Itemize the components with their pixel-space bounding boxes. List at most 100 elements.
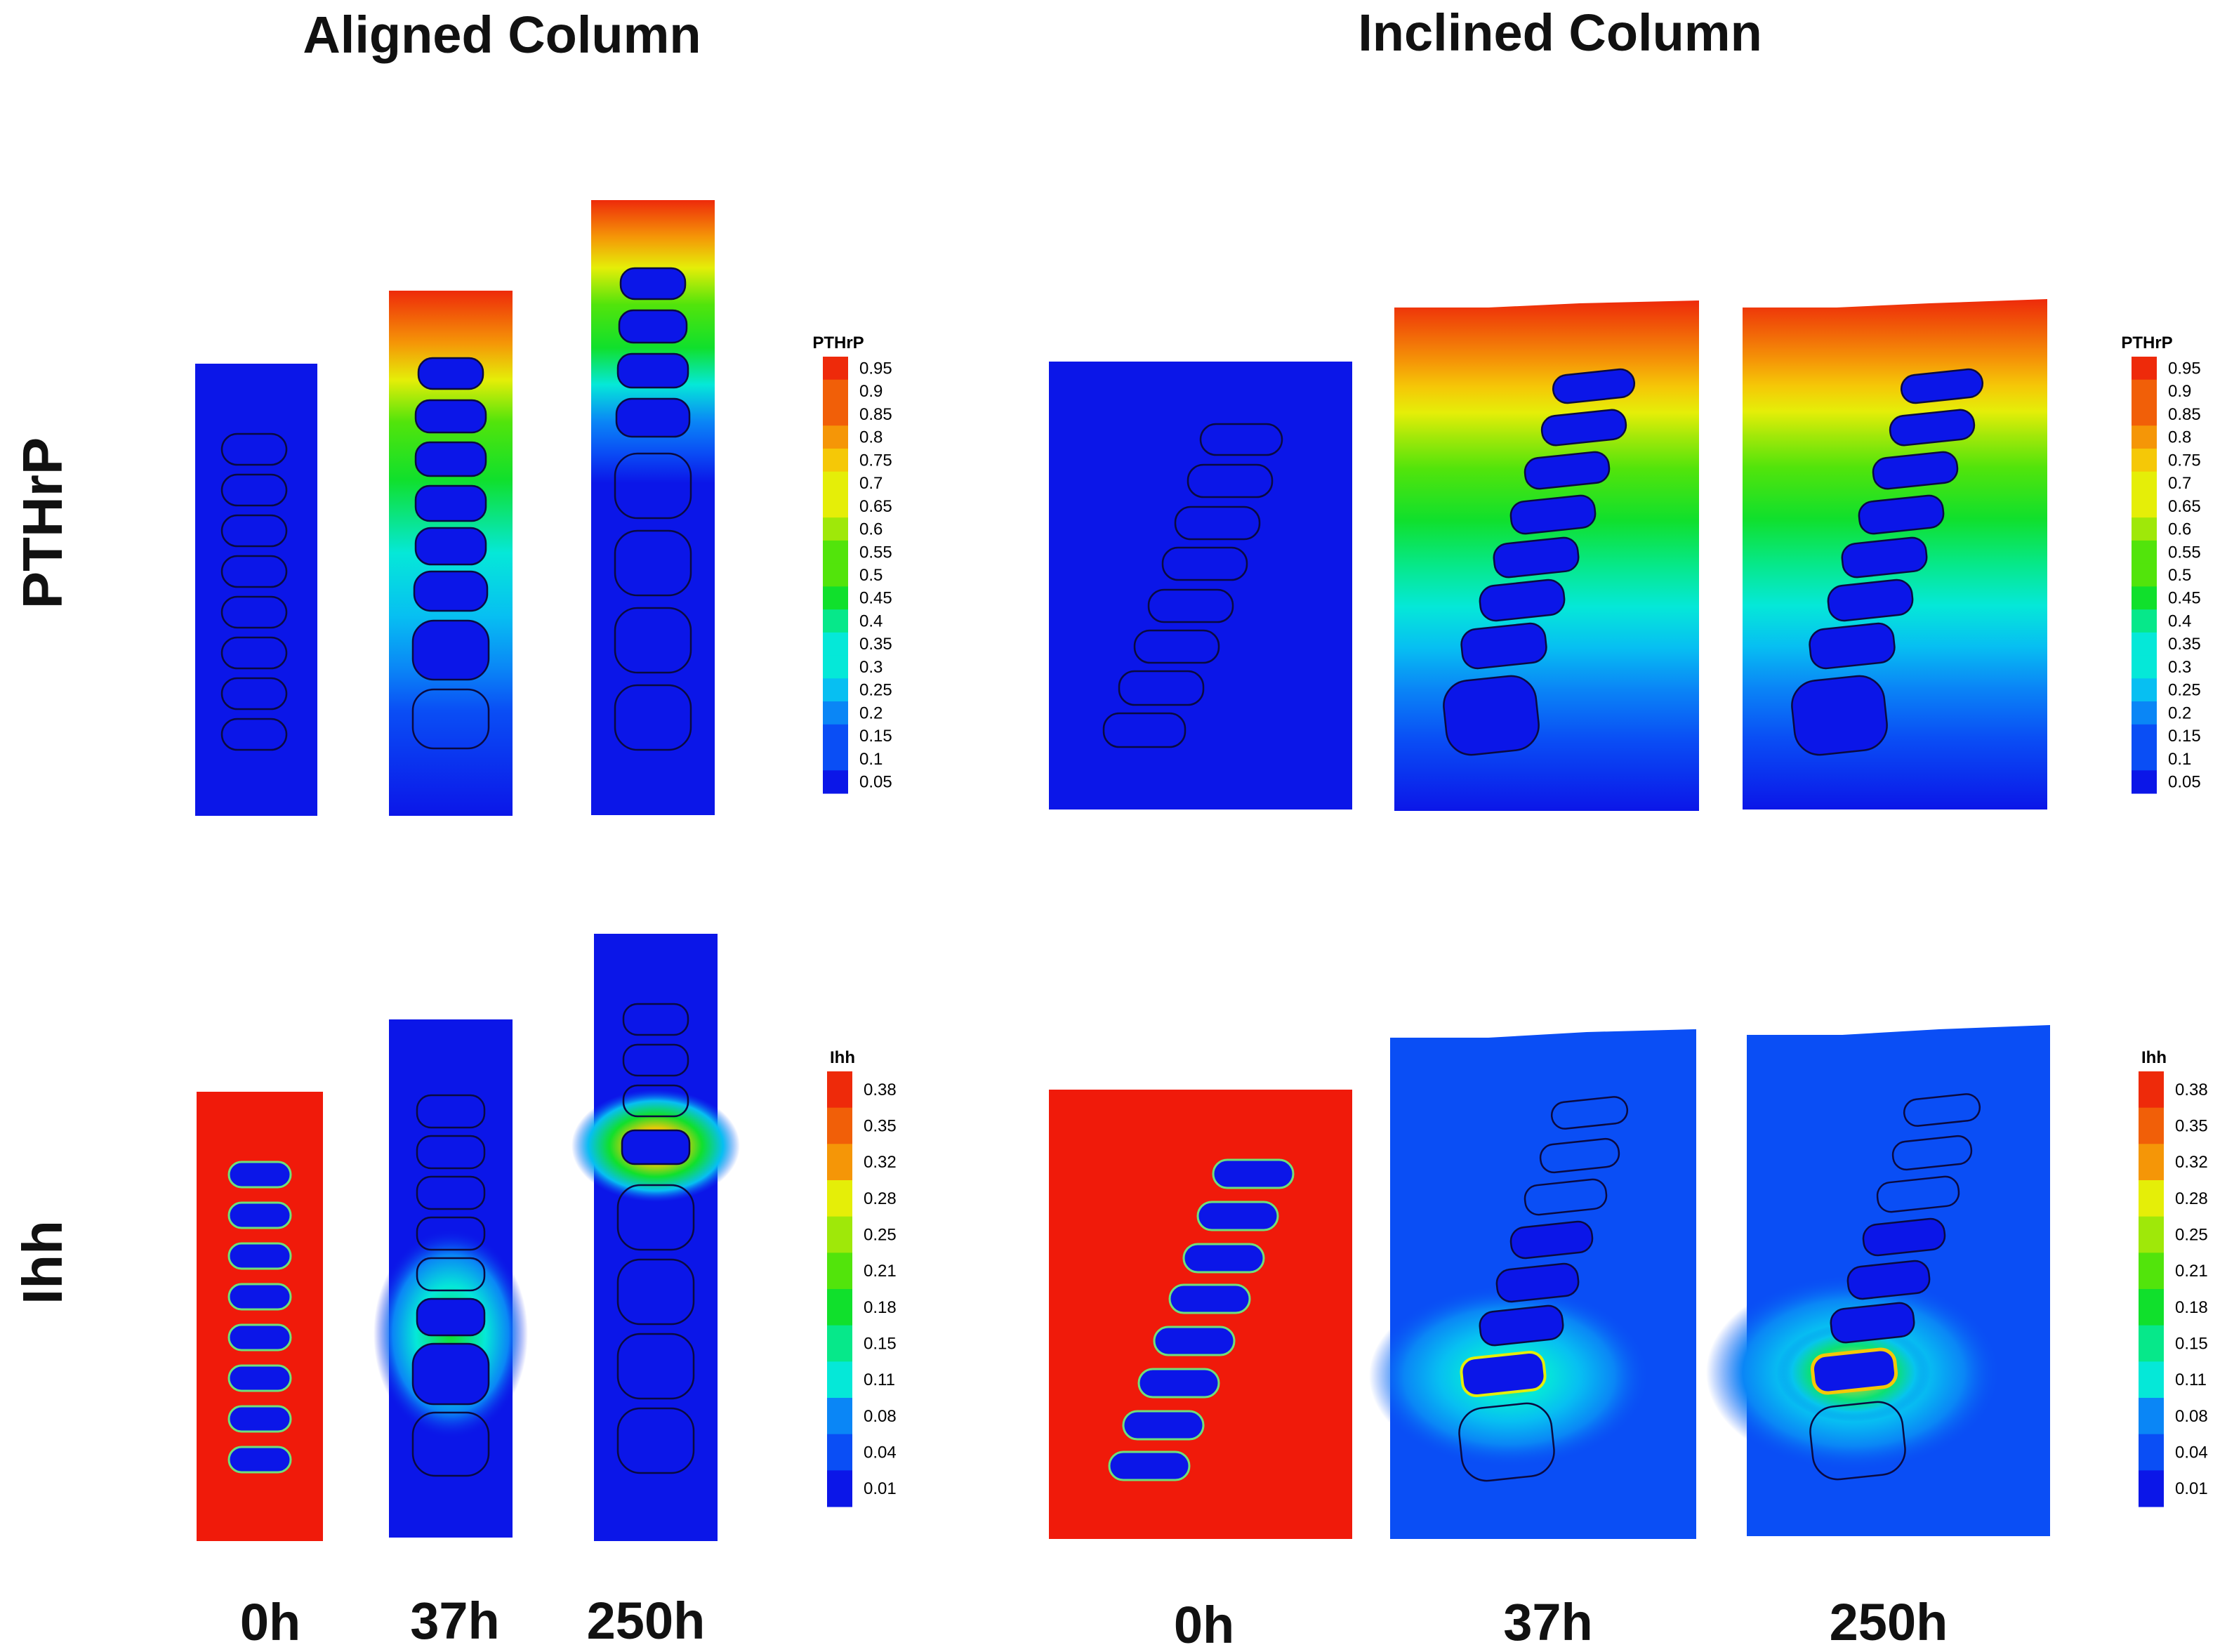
colorbar-swatch xyxy=(2132,747,2157,771)
colorbar-title: PTHrP xyxy=(2121,333,2172,352)
colorbar-swatch xyxy=(827,1325,852,1362)
colorbar-tick-label: 0.32 xyxy=(2175,1153,2208,1172)
colorbar-swatch xyxy=(2132,494,2157,518)
colorbar-ihh-inclined: Ihh 0.38 0.35 0.32 0.28 0.25 0.21 0.18 0.15 0.11 0… xyxy=(2139,1048,2208,1507)
colorbar-tick-label: 0.5 xyxy=(859,566,883,585)
colorbar-swatch xyxy=(2132,379,2157,403)
colorbar-swatch xyxy=(823,357,848,381)
colorbar-swatch xyxy=(823,747,848,771)
colorbar-tick-label: 0.5 xyxy=(2168,566,2191,585)
colorbar-tick-label: 0.18 xyxy=(864,1298,897,1317)
colorbar-swatch xyxy=(827,1434,852,1471)
panel-ihh-inclined-0h xyxy=(1049,1090,1352,1539)
colorbar-tick-label: 0.08 xyxy=(864,1407,897,1426)
colorbar-tick-label: 0.04 xyxy=(864,1443,897,1462)
colorbar-swatch xyxy=(827,1398,852,1435)
colorbar-tick-label: 0.45 xyxy=(2168,589,2201,608)
colorbar-tick-label: 0.4 xyxy=(2168,612,2191,630)
panel-pthrp-aligned-37h xyxy=(389,291,513,816)
colorbar-tick-label: 0.15 xyxy=(2168,727,2201,746)
colorbar-swatch xyxy=(2132,770,2157,794)
colorbar-tick-label: 0.95 xyxy=(2168,359,2201,378)
colorbar-tick-label: 0.01 xyxy=(864,1479,897,1498)
colorbar-swatch xyxy=(823,563,848,587)
panel-ihh-aligned-0h xyxy=(197,1092,323,1541)
colorbar-title: Ihh xyxy=(2141,1048,2167,1067)
colorbar-tick-label: 0.2 xyxy=(2168,703,2191,722)
colorbar-swatch xyxy=(2139,1398,2164,1435)
colorbar-tick-label: 0.21 xyxy=(2175,1262,2208,1281)
colorbar-tick-label: 0.15 xyxy=(859,727,892,746)
colorbar-tick-label: 0.65 xyxy=(859,497,892,516)
colorbar-tick-label: 0.8 xyxy=(2168,428,2191,447)
colorbar-tick-label: 0.1 xyxy=(859,750,883,769)
colorbar-swatch xyxy=(823,379,848,403)
colorbar-swatch xyxy=(2139,1470,2164,1507)
colorbar-swatch xyxy=(823,655,848,679)
colorbar-tick-label: 0.21 xyxy=(864,1262,897,1281)
colorbar-tick-label: 0.85 xyxy=(2168,405,2201,424)
colorbar-tick-label: 0.65 xyxy=(2168,497,2201,516)
colorbar-swatch xyxy=(823,448,848,473)
colorbar-tick-label: 0.05 xyxy=(859,773,892,792)
colorbar-title: Ihh xyxy=(830,1048,855,1067)
time-label-inclined-250h: 250h xyxy=(1830,1593,1948,1651)
colorbar-tick-label: 0.35 xyxy=(2168,635,2201,654)
panel-pthrp-aligned-250h xyxy=(591,200,715,815)
colorbar-tick-label: 0.4 xyxy=(859,612,883,630)
colorbar-swatch xyxy=(2132,402,2157,426)
colorbar-swatch xyxy=(2139,1180,2164,1217)
colorbar-tick-label: 0.05 xyxy=(2168,773,2201,792)
colorbar-tick-label: 0.75 xyxy=(2168,451,2201,470)
colorbar-tick-label: 0.6 xyxy=(859,520,883,539)
colorbar-tick-label: 0.7 xyxy=(859,474,883,493)
colorbar-tick-label: 0.1 xyxy=(2168,750,2191,769)
colorbar-swatch xyxy=(2132,540,2157,564)
row-label-ihh: Ihh xyxy=(11,1220,74,1304)
colorbar-tick-label: 0.9 xyxy=(2168,382,2191,401)
panel-pthrp-inclined-250h xyxy=(1743,299,2047,810)
time-label-aligned-37h: 37h xyxy=(410,1592,500,1650)
colorbar-swatch xyxy=(827,1470,852,1507)
panel-pthrp-aligned-0h xyxy=(195,364,317,816)
colorbar-swatch xyxy=(2132,724,2157,748)
colorbar-swatch xyxy=(823,425,848,449)
colorbar-swatch xyxy=(2132,517,2157,541)
colorbar-swatch xyxy=(823,632,848,656)
colorbar-tick-label: 0.28 xyxy=(864,1189,897,1208)
aligned-column-title: Aligned Column xyxy=(303,6,701,64)
colorbar-swatch xyxy=(827,1361,852,1399)
colorbar-swatch xyxy=(823,586,848,610)
colorbar-tick-label: 0.15 xyxy=(864,1335,897,1354)
colorbar-swatch xyxy=(823,770,848,794)
colorbar-swatch xyxy=(2139,1216,2164,1253)
colorbar-swatch xyxy=(823,402,848,426)
panel-ihh-inclined-250h xyxy=(1706,1025,2050,1536)
colorbar-tick-label: 0.55 xyxy=(2168,543,2201,562)
panel-pthrp-inclined-0h xyxy=(1049,362,1352,810)
colorbar-tick-label: 0.7 xyxy=(2168,474,2191,493)
colorbar-tick-label: 0.25 xyxy=(2175,1226,2208,1245)
colorbar-pthrp-inclined: PTHrP 0.95 0.9 0.85 0.8 0.75 0.7 0.65 0.6 0.55 0.5… xyxy=(2121,333,2201,794)
colorbar-tick-label: 0.11 xyxy=(864,1370,895,1389)
colorbar-tick-label: 0.18 xyxy=(2175,1298,2208,1317)
colorbar-tick-label: 0.25 xyxy=(859,681,892,700)
colorbar-swatch xyxy=(823,540,848,564)
colorbar-swatch xyxy=(2132,425,2157,449)
colorbar-tick-label: 0.32 xyxy=(864,1153,897,1172)
colorbar-swatch xyxy=(823,724,848,748)
colorbar-tick-label: 0.95 xyxy=(859,359,892,378)
colorbar-swatch xyxy=(2139,1325,2164,1362)
colorbar-swatch xyxy=(2132,448,2157,473)
colorbar-tick-label: 0.25 xyxy=(2168,681,2201,700)
colorbar-tick-label: 0.8 xyxy=(859,428,883,447)
colorbar-swatch xyxy=(823,517,848,541)
panel-ihh-aligned-250h xyxy=(571,934,740,1541)
colorbar-swatch xyxy=(2132,586,2157,610)
colorbar-tick-label: 0.01 xyxy=(2175,1479,2208,1498)
colorbar-swatch xyxy=(2132,609,2157,633)
colorbar-swatch xyxy=(2132,678,2157,702)
colorbar-swatch xyxy=(2132,632,2157,656)
colorbar-swatch xyxy=(2132,471,2157,495)
